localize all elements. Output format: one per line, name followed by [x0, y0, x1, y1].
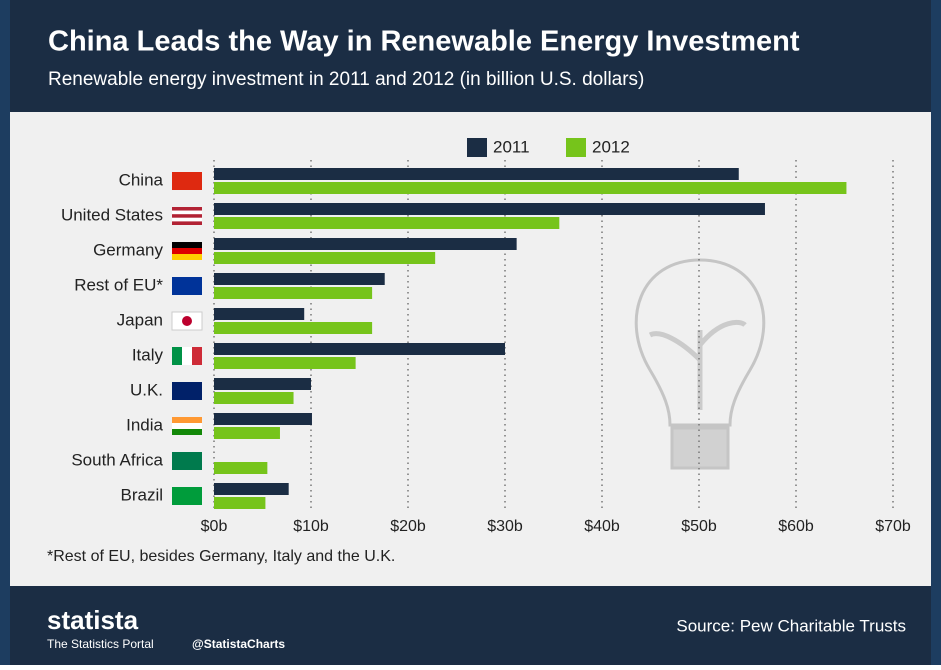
flag	[172, 210, 202, 215]
flag	[172, 207, 202, 211]
y-tick-label: India	[126, 415, 163, 434]
bar	[214, 287, 373, 299]
flag	[192, 347, 202, 365]
source: Source: Pew Charitable Trusts	[676, 616, 906, 635]
flag	[172, 242, 202, 248]
flag	[172, 172, 202, 190]
bar	[214, 273, 385, 285]
flag	[172, 417, 202, 423]
chart-subtitle: Renewable energy investment in 2011 and …	[48, 69, 644, 90]
y-tick-label: Germany	[93, 240, 163, 259]
y-tick-label: Rest of EU*	[74, 275, 163, 294]
x-tick-label: $70b	[875, 518, 911, 535]
legend-label: 2012	[592, 137, 630, 156]
bar	[214, 308, 305, 320]
bar	[214, 322, 373, 334]
x-tick-label: $20b	[390, 518, 426, 535]
flag	[172, 429, 202, 435]
flag	[172, 487, 202, 505]
legend-label: 2011	[493, 137, 530, 156]
flag	[172, 217, 202, 222]
flag	[172, 248, 202, 254]
flag	[172, 347, 182, 365]
y-tick-label: South Africa	[71, 450, 163, 469]
legend-swatch	[566, 138, 586, 157]
handle: @StatistaCharts	[192, 637, 285, 651]
tagline: The Statistics Portal	[47, 637, 154, 651]
bar	[214, 252, 436, 264]
y-tick-label: Japan	[117, 310, 163, 329]
lightbulb	[634, 258, 766, 470]
flag	[172, 214, 202, 218]
y-tick-label: U.K.	[130, 380, 163, 399]
x-tick-label: $10b	[293, 518, 329, 535]
bar	[214, 427, 280, 439]
bar	[214, 182, 847, 194]
flag	[172, 254, 202, 260]
x-tick-label: $0b	[201, 518, 228, 535]
bar	[214, 203, 765, 215]
flag	[172, 277, 202, 295]
y-tick-label: China	[119, 170, 164, 189]
bar	[214, 343, 505, 355]
brand: statista	[47, 605, 139, 635]
flag	[172, 221, 202, 225]
y-tick-label: United States	[61, 205, 163, 224]
bar	[214, 462, 268, 474]
footnote: *Rest of EU, besides Germany, Italy and …	[47, 548, 395, 565]
legend-swatch	[467, 138, 487, 157]
chart-title: China Leads the Way in Renewable Energy …	[48, 26, 800, 58]
bar	[214, 392, 294, 404]
bar	[214, 413, 312, 425]
bar	[214, 357, 356, 369]
flag	[182, 347, 192, 365]
flag	[182, 316, 192, 326]
flag	[172, 382, 202, 400]
bar	[214, 483, 289, 495]
flag	[172, 423, 202, 429]
bar	[214, 497, 266, 509]
flag	[172, 452, 202, 470]
bar	[214, 378, 311, 390]
x-tick-label: $50b	[681, 518, 717, 535]
bar	[214, 168, 739, 180]
x-tick-label: $40b	[584, 518, 620, 535]
bar	[214, 217, 560, 229]
footer	[10, 586, 931, 665]
x-tick-label: $60b	[778, 518, 814, 535]
y-tick-label: Italy	[132, 345, 164, 364]
bar	[214, 238, 517, 250]
y-tick-label: Brazil	[120, 485, 163, 504]
header	[10, 0, 931, 112]
x-tick-label: $30b	[487, 518, 523, 535]
